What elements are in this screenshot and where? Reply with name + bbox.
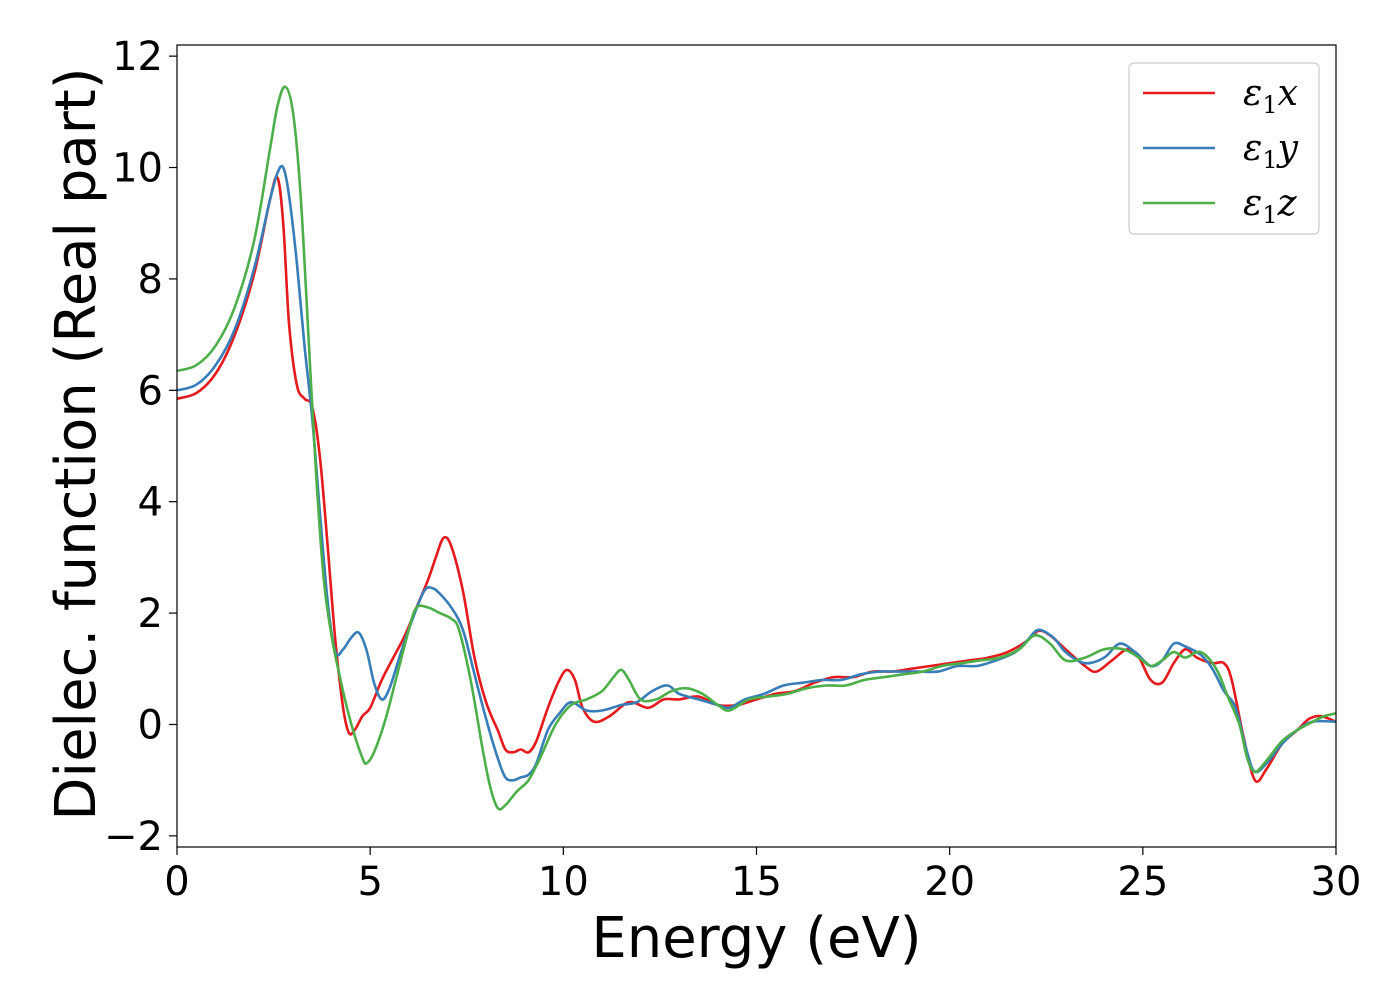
y-axis-label: Dielec. function (Real part) bbox=[44, 67, 109, 820]
legend-label-z: ε1z bbox=[1243, 183, 1298, 229]
y-tick-label: 0 bbox=[138, 702, 163, 748]
series-line-z bbox=[177, 85, 1336, 811]
y-tick-label: 10 bbox=[112, 146, 163, 192]
y-tick-label: 2 bbox=[138, 591, 163, 637]
x-tick-label: 25 bbox=[1117, 859, 1168, 905]
x-tick-label: 0 bbox=[164, 859, 189, 905]
legend-label-y: ε1y bbox=[1243, 128, 1299, 174]
series-line-y bbox=[177, 164, 1336, 782]
x-axis-ticks: 0 5 10 15 20 25 30 bbox=[164, 847, 1361, 905]
y-tick-label: 6 bbox=[138, 368, 163, 414]
x-tick-label: 30 bbox=[1311, 859, 1362, 905]
y-tick-label: −2 bbox=[104, 814, 163, 860]
x-tick-label: 5 bbox=[357, 859, 382, 905]
y-tick-label: 8 bbox=[138, 257, 163, 303]
x-tick-label: 10 bbox=[538, 859, 589, 905]
y-axis-ticks: −2 0 2 4 6 8 10 12 bbox=[104, 34, 177, 860]
legend-label-x: ε1x bbox=[1243, 73, 1298, 119]
series-line-x bbox=[177, 175, 1336, 783]
x-axis-label: Energy (eV) bbox=[591, 906, 921, 971]
legend-frame bbox=[1128, 62, 1320, 235]
x-tick-label: 20 bbox=[924, 859, 975, 905]
legend: ε1x ε1y ε1z bbox=[1128, 62, 1320, 235]
y-tick-label: 4 bbox=[138, 480, 163, 526]
x-tick-label: 15 bbox=[731, 859, 782, 905]
y-tick-label: 12 bbox=[112, 34, 163, 80]
series-layer bbox=[177, 85, 1336, 811]
